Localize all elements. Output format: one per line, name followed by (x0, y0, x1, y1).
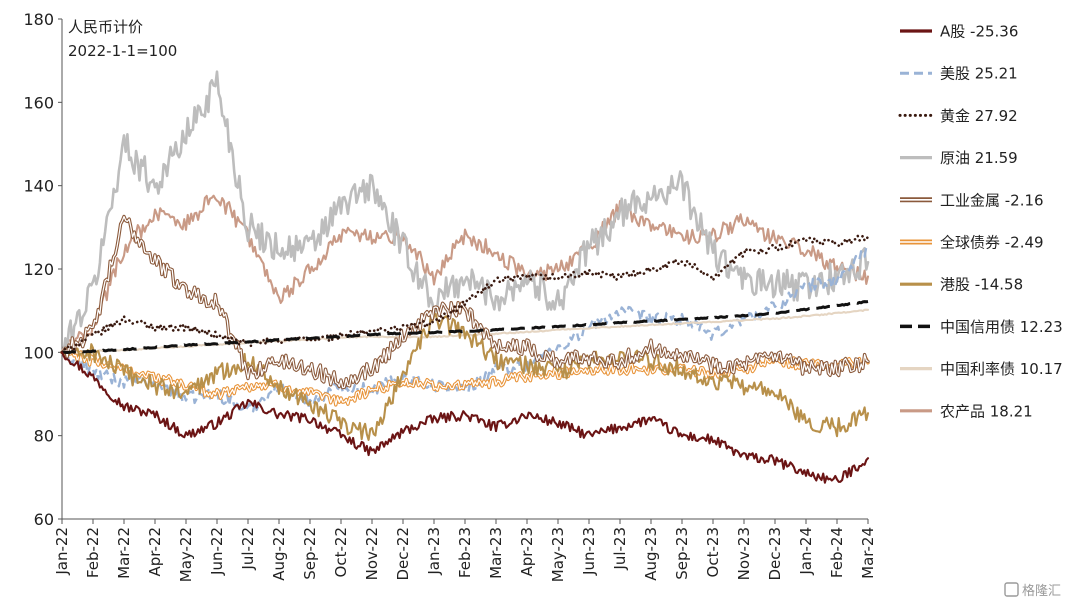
legend-item: 中国利率债 10.17 (900, 360, 1063, 378)
x-tick-label: Sep-22 (301, 527, 319, 580)
axes: 60 80 100 120 140 160 180 Jan-22 Feb-22 Mar-22 Apr… (23, 10, 877, 582)
legend-item: 黄金 27.92 (898, 107, 1018, 125)
series-line (60, 312, 870, 441)
x-tick-label: Feb-23 (456, 527, 474, 578)
x-tick-label: Oct-22 (332, 527, 350, 577)
x-tick-label: Mar-23 (487, 527, 505, 579)
legend-item: 全球债券 -2.49 (900, 234, 1044, 252)
series-2 (60, 234, 870, 354)
x-tick-label: Jul-23 (611, 527, 629, 571)
series-6 (60, 312, 870, 441)
x-tick-label: Jun-22 (208, 527, 226, 576)
x-tick-label: Feb-24 (828, 527, 846, 578)
series-line-inner (61, 215, 869, 389)
x-tick-label: May-23 (549, 527, 567, 582)
legend-item: 工业金属 -2.16 (900, 191, 1044, 209)
y-tick-label: 180 (23, 10, 54, 29)
legend-label: 农产品 18.21 (940, 402, 1033, 420)
series-0 (60, 351, 870, 484)
legend-item: 中国信用债 12.23 (900, 318, 1063, 336)
x-tick-label: Feb-22 (84, 527, 102, 578)
series-9 (60, 194, 870, 359)
legend-label: 中国信用债 12.23 (940, 318, 1063, 336)
y-tick-label: 140 (23, 177, 54, 196)
x-tick-label: Dec-23 (766, 527, 784, 581)
x-tick-label: Nov-22 (363, 527, 381, 580)
legend-label: 中国利率债 10.17 (940, 360, 1063, 378)
legend: A股 -25.36 美股 25.21 黄金 27.92 原油 21.59 工业金属 -2… (898, 23, 1063, 420)
x-tick-label: Mar-24 (859, 527, 877, 579)
legend-label: 黄金 27.92 (940, 107, 1018, 125)
chart-note-line-2: 2022-1-1=100 (68, 42, 177, 60)
legend-label: 工业金属 -2.16 (940, 191, 1044, 209)
x-tick-label: Aug-23 (642, 527, 660, 581)
series-3 (60, 70, 870, 354)
x-tick-label: Oct-23 (704, 527, 722, 577)
series-line (60, 70, 870, 354)
y-tick-label: 60 (34, 510, 54, 529)
series-line (60, 234, 870, 354)
x-tick-label: Apr-22 (146, 527, 164, 577)
watermark: 格隆汇 (1004, 582, 1061, 599)
y-tick-label: 160 (23, 93, 54, 112)
series-7 (61, 300, 869, 354)
x-tick-label: Jun-23 (580, 527, 598, 576)
x-tick-label: Jan-22 (53, 527, 71, 576)
watermark-logo-icon (1004, 582, 1019, 597)
series-line (61, 300, 869, 354)
x-tick-label: Mar-22 (115, 527, 133, 579)
series-layer (60, 70, 870, 484)
legend-item: 港股 -14.58 (900, 276, 1023, 294)
legend-label: 原油 21.59 (940, 149, 1018, 167)
legend-label: A股 -25.36 (940, 23, 1018, 41)
legend-item: A股 -25.36 (900, 23, 1018, 41)
x-tick-label: Dec-22 (394, 527, 412, 581)
legend-item: 原油 21.59 (900, 149, 1018, 167)
x-tick-label: Sep-23 (673, 527, 691, 580)
y-tick-label: 120 (23, 260, 54, 279)
x-tick-label: Aug-22 (270, 527, 288, 581)
y-tick-label: 100 (23, 343, 54, 362)
watermark-text: 格隆汇 (1022, 583, 1061, 599)
x-tick-label: Jan-23 (425, 527, 443, 576)
legend-label: 美股 25.21 (940, 65, 1018, 83)
legend-label: 港股 -14.58 (940, 276, 1023, 294)
series-4 (60, 214, 870, 390)
legend-label: 全球债券 -2.49 (940, 234, 1044, 252)
x-tick-label: Jan-24 (797, 527, 815, 576)
legend-item: 美股 25.21 (900, 65, 1018, 83)
series-line (60, 351, 870, 484)
x-tick-label: May-22 (177, 527, 195, 582)
chart-note-line-1: 人民币计价 (68, 18, 143, 36)
legend-item: 农产品 18.21 (900, 402, 1033, 420)
series-line (60, 194, 870, 359)
y-tick-label: 80 (34, 427, 54, 446)
x-tick-label: Apr-23 (518, 527, 536, 577)
x-tick-label: Jul-22 (239, 527, 257, 571)
x-tick-label: Nov-23 (735, 527, 753, 580)
